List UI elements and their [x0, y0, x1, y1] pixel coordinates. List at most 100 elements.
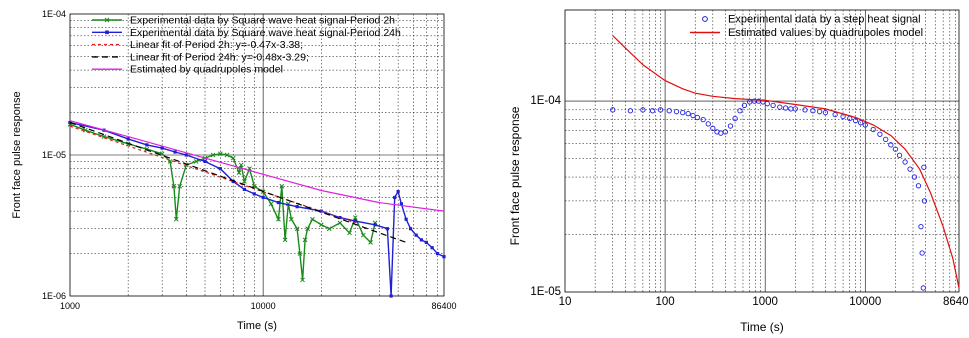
- data-point: [297, 251, 303, 256]
- data-point: [918, 223, 924, 230]
- y-tick-label: 1E-05: [42, 150, 66, 160]
- data-point: [288, 216, 294, 222]
- y-axis-label: Front face pulse response: [508, 106, 522, 245]
- x-tick-label: 10000: [251, 301, 276, 311]
- data-point: [252, 192, 256, 196]
- data-point: [360, 232, 366, 238]
- data-point: [710, 125, 716, 131]
- data-point: [294, 226, 300, 232]
- data-point: [338, 215, 342, 220]
- data-point: [385, 227, 390, 231]
- data-point: [627, 108, 634, 114]
- data-point: [393, 195, 397, 200]
- data-point: [862, 122, 868, 128]
- y-axis-label: Front face pulse response: [11, 91, 23, 218]
- data-point: [396, 190, 400, 194]
- data-point: [173, 216, 179, 222]
- data-point: [217, 151, 223, 157]
- tick-labels: 1000 10000 86400 1E-04 1E-05 1E-06: [42, 9, 457, 311]
- data-point: [238, 162, 244, 168]
- data-point: [727, 123, 734, 129]
- data-point: [870, 126, 876, 133]
- data-point: [193, 159, 199, 164]
- data-point: [282, 237, 288, 243]
- data-point: [318, 222, 324, 228]
- data-point: [159, 151, 165, 157]
- x-tick-label: 100: [655, 296, 674, 308]
- chart-right: 10 100 1000 10000 86400 1E-04 1E-05 Time (s) F…: [508, 9, 969, 334]
- legend-label: Estimated values by quadrupoles model: [728, 27, 923, 39]
- legend-label: Experimental data by Square wave heat si…: [130, 15, 395, 27]
- data-point: [352, 215, 358, 220]
- series-line: [612, 35, 960, 289]
- y-tick-label: 1E-05: [530, 286, 561, 298]
- data-point: [184, 153, 188, 157]
- data-point: [915, 183, 922, 189]
- plot-area: [564, 9, 960, 293]
- data-point: [337, 220, 343, 226]
- legend-swatch: [702, 16, 708, 22]
- legend-label: Estimated by quadrupoles model: [130, 64, 283, 76]
- data-point: [832, 111, 838, 118]
- data-point: [919, 250, 925, 256]
- data-point: [231, 179, 235, 183]
- data-point: [694, 114, 700, 121]
- series-layer: [67, 120, 446, 298]
- data-point: [649, 108, 656, 114]
- data-point: [230, 155, 236, 161]
- data-point: [888, 142, 894, 148]
- data-point: [816, 109, 823, 115]
- series-line: [69, 125, 356, 224]
- data-point: [680, 109, 686, 116]
- data-point: [261, 195, 265, 200]
- data-point: [802, 107, 808, 113]
- data-point: [310, 216, 315, 222]
- data-point: [782, 105, 789, 111]
- data-point: [300, 277, 305, 283]
- data-point: [373, 223, 377, 227]
- data-point: [610, 107, 616, 113]
- data-point: [666, 108, 672, 114]
- legend-label: Experimental data by a step heat signal: [728, 14, 921, 26]
- data-point: [302, 237, 308, 243]
- legend: Experimental data by a step heat signalE…: [690, 14, 923, 39]
- data-point: [921, 164, 927, 170]
- data-point: [764, 100, 770, 107]
- data-point: [414, 233, 418, 237]
- data-point: [442, 255, 446, 259]
- data-point: [145, 143, 149, 147]
- data-point: [435, 251, 440, 256]
- data-point: [242, 187, 247, 192]
- legend: Experimental data by Square wave heat si…: [92, 15, 401, 76]
- data-point: [404, 217, 408, 221]
- data-point: [858, 120, 864, 126]
- data-point: [822, 109, 829, 116]
- data-point: [236, 170, 242, 175]
- data-point: [242, 179, 247, 184]
- x-axis-label: Time (s): [740, 320, 784, 334]
- data-point: [347, 230, 352, 236]
- legend-marker: [105, 30, 109, 35]
- data-point: [902, 159, 908, 165]
- data-point: [741, 102, 748, 108]
- grid-lines: [70, 14, 444, 296]
- x-axis-label: Time (s): [237, 320, 277, 332]
- legend-label: Linear fit of Period 2h: y=-0.47x-3.38;: [130, 39, 303, 51]
- data-point: [353, 219, 357, 223]
- data-point: [737, 108, 743, 114]
- data-point: [920, 285, 926, 291]
- data-point: [295, 205, 299, 209]
- data-point: [326, 226, 332, 232]
- data-point: [657, 107, 664, 113]
- y-tick-label: 1E-04: [42, 9, 66, 19]
- x-tick-label: 1000: [60, 301, 80, 311]
- data-point: [368, 240, 373, 245]
- data-point: [218, 167, 222, 171]
- grid-lines: [565, 10, 959, 292]
- data-point: [160, 146, 164, 150]
- legend-label: Experimental data by Square wave heat si…: [130, 27, 401, 39]
- data-point: [276, 216, 281, 222]
- data-point: [399, 202, 404, 206]
- data-point: [408, 227, 413, 231]
